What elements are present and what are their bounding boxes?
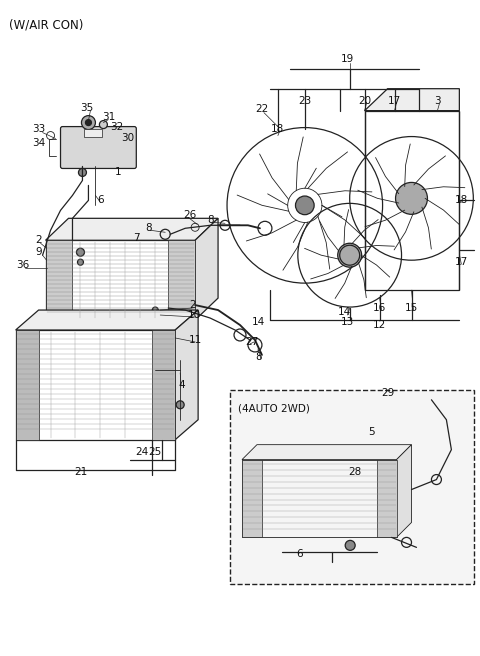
Text: 35: 35 (80, 102, 93, 113)
Polygon shape (242, 460, 262, 537)
Bar (230, 390, 474, 584)
Polygon shape (46, 240, 72, 320)
Polygon shape (396, 445, 411, 537)
Text: 15: 15 (405, 303, 418, 313)
Text: 32: 32 (110, 121, 123, 132)
Text: 36: 36 (16, 260, 29, 270)
Text: 24: 24 (136, 447, 149, 457)
Text: 22: 22 (255, 104, 269, 113)
Text: 25: 25 (149, 447, 162, 457)
Text: 14: 14 (338, 307, 351, 317)
Text: 27: 27 (245, 337, 259, 347)
Circle shape (76, 248, 84, 256)
Circle shape (345, 541, 355, 550)
Circle shape (82, 115, 96, 130)
Circle shape (396, 182, 428, 215)
Circle shape (152, 307, 158, 313)
Text: 8: 8 (145, 223, 152, 234)
Text: 4: 4 (179, 380, 185, 390)
Circle shape (338, 243, 361, 267)
Text: 33: 33 (32, 123, 45, 134)
Text: 30: 30 (121, 133, 134, 142)
Text: 11: 11 (189, 335, 202, 345)
Text: 29: 29 (381, 388, 394, 398)
Polygon shape (168, 240, 195, 320)
Circle shape (164, 332, 176, 344)
Text: 18: 18 (271, 123, 285, 134)
Polygon shape (377, 460, 396, 537)
Circle shape (296, 196, 314, 215)
Circle shape (99, 121, 108, 129)
Text: (4AUTO 2WD): (4AUTO 2WD) (238, 404, 310, 414)
Polygon shape (195, 218, 218, 320)
Polygon shape (175, 310, 198, 440)
Text: 23: 23 (298, 96, 312, 106)
Text: 6: 6 (97, 195, 104, 205)
Text: 5: 5 (368, 426, 375, 437)
Text: 12: 12 (373, 320, 386, 330)
Text: 7: 7 (133, 234, 140, 243)
Text: 28: 28 (348, 466, 361, 476)
Text: 17: 17 (388, 96, 401, 106)
Circle shape (85, 119, 91, 125)
Polygon shape (242, 445, 411, 460)
Text: 3: 3 (434, 96, 441, 106)
Text: 20: 20 (358, 96, 371, 106)
Polygon shape (152, 330, 175, 440)
Text: 16: 16 (373, 303, 386, 313)
Circle shape (340, 245, 360, 265)
Text: 13: 13 (341, 317, 354, 327)
Text: 26: 26 (183, 211, 197, 220)
Polygon shape (16, 310, 198, 330)
Circle shape (344, 249, 356, 262)
Text: 9: 9 (35, 247, 42, 257)
Circle shape (151, 314, 159, 322)
Text: 8: 8 (256, 352, 262, 362)
Circle shape (78, 169, 86, 176)
Circle shape (77, 259, 84, 265)
Text: 18: 18 (455, 195, 468, 205)
Text: 34: 34 (32, 138, 45, 148)
Text: 6: 6 (297, 549, 303, 560)
Text: 1: 1 (115, 167, 121, 178)
Circle shape (176, 401, 184, 409)
Text: 31: 31 (102, 112, 115, 121)
Text: 21: 21 (74, 466, 87, 476)
Text: 19: 19 (341, 54, 354, 64)
Polygon shape (16, 330, 38, 440)
Text: 17: 17 (455, 257, 468, 267)
Text: (W/AIR CON): (W/AIR CON) (9, 19, 83, 32)
Text: 2: 2 (189, 300, 195, 310)
Bar (84, 129, 102, 136)
FancyBboxPatch shape (60, 127, 136, 169)
Text: 10: 10 (188, 310, 201, 320)
Polygon shape (365, 89, 459, 111)
Text: 14: 14 (252, 317, 264, 327)
Text: 8: 8 (207, 215, 214, 225)
Polygon shape (46, 218, 218, 240)
Circle shape (404, 191, 419, 206)
Text: 2: 2 (35, 236, 42, 245)
